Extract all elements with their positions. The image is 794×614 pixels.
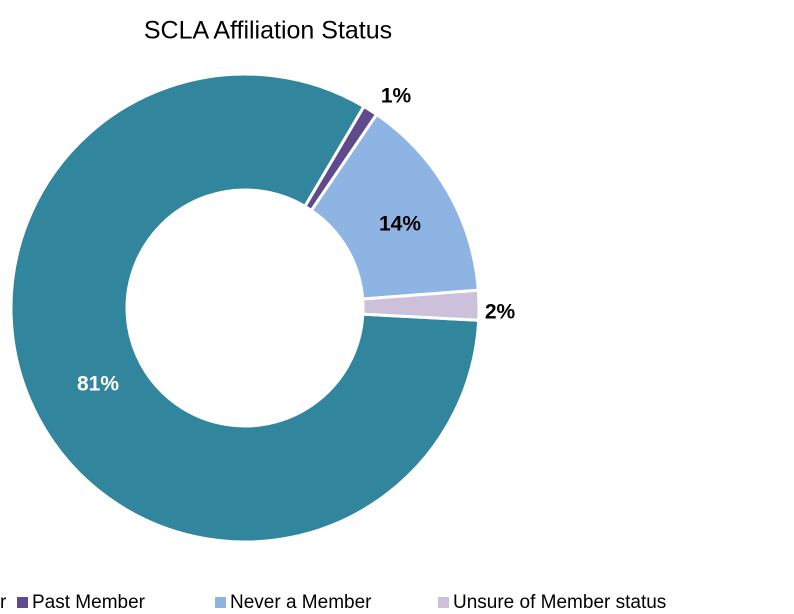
legend-label: Past Member (32, 592, 146, 613)
data-label: 1% (381, 85, 412, 108)
legend-marker (215, 597, 226, 608)
donut-slice (361, 288, 481, 322)
donut-slice (9, 72, 481, 544)
legend-label: r (0, 592, 7, 613)
legend-marker (438, 597, 449, 608)
data-label: 2% (485, 301, 516, 324)
legend-marker (17, 597, 28, 608)
legend-label: Never a Member (230, 592, 372, 613)
chart-title: SCLA Affiliation Status (144, 17, 392, 45)
data-label: 14% (379, 213, 421, 236)
data-label: 81% (77, 373, 119, 396)
legend-label: Unsure of Member status (453, 592, 666, 613)
donut-slice (309, 112, 480, 301)
